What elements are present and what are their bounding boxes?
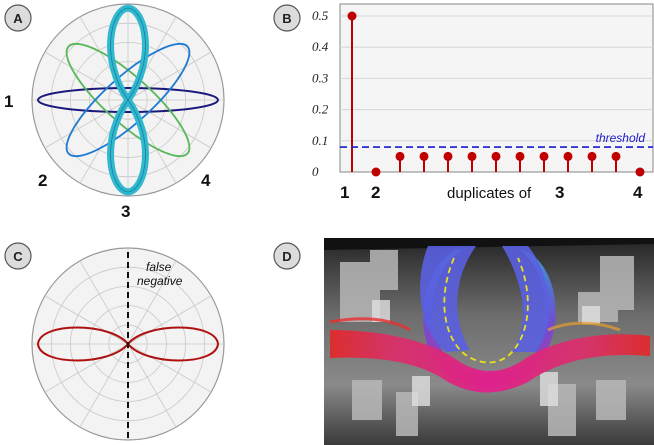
stem-marker bbox=[515, 151, 525, 161]
stem-plot-stems bbox=[347, 11, 645, 177]
stem-marker bbox=[491, 151, 501, 161]
polar-c-spoke bbox=[79, 260, 129, 345]
x-marker-2: 2 bbox=[371, 183, 380, 202]
stem-marker bbox=[635, 167, 645, 177]
polar-c-spoke bbox=[127, 343, 177, 428]
fiber-2-glyph bbox=[65, 42, 191, 158]
fiber-1-glyph bbox=[37, 87, 219, 113]
panel-d-badge: D bbox=[273, 242, 301, 270]
x-axis-label-ref: 3 bbox=[555, 183, 564, 202]
fiber-label-3: 3 bbox=[121, 202, 130, 221]
fiber-label-2: 2 bbox=[38, 171, 47, 190]
fiber-4-glyph bbox=[65, 42, 191, 158]
polar-c-spoke bbox=[127, 260, 177, 345]
polar-a-spoke bbox=[127, 99, 212, 149]
stem-marker bbox=[611, 151, 621, 161]
polar-c-spoke bbox=[79, 343, 129, 428]
stem-marker bbox=[539, 151, 549, 161]
stem-plot-y-ticks: 0 0.1 0.2 0.3 0.4 0.5 bbox=[312, 8, 329, 179]
polar-a-spoke bbox=[127, 51, 212, 101]
panel-b-badge: B bbox=[273, 4, 301, 32]
polar-a-spoke bbox=[44, 51, 129, 101]
panel-a: A 1 2 3 4 bbox=[4, 3, 225, 221]
panel-b-badge-label: B bbox=[282, 11, 291, 26]
x-marker-4: 4 bbox=[633, 183, 643, 202]
stem-marker bbox=[467, 151, 477, 161]
fiber-label-4: 4 bbox=[201, 171, 211, 190]
y-tick-label: 0 bbox=[312, 164, 319, 179]
y-tick-label: 0.1 bbox=[312, 133, 328, 148]
threshold-label: threshold bbox=[596, 131, 646, 145]
fiber-label-1: 1 bbox=[4, 92, 13, 111]
y-tick-label: 0.3 bbox=[312, 70, 329, 85]
fiber-glyphs-a bbox=[37, 4, 219, 196]
x-axis-label: duplicates of bbox=[447, 185, 532, 202]
stem-marker bbox=[587, 151, 597, 161]
stem-marker bbox=[443, 151, 453, 161]
stem-marker bbox=[347, 11, 357, 21]
panel-c: C false negative bbox=[4, 242, 225, 441]
polar-c-spoke bbox=[44, 343, 129, 393]
false-negative-label-line1: false bbox=[146, 260, 172, 274]
panel-b: B 0 0.1 0.2 0.3 0.4 0.5 threshold 1 2 duplica… bbox=[273, 3, 654, 202]
panel-c-badge: C bbox=[4, 242, 32, 270]
fiber-bundle-callosal bbox=[330, 330, 650, 393]
y-tick-label: 0.4 bbox=[312, 39, 329, 54]
false-negative-label-line2: negative bbox=[137, 274, 183, 288]
y-tick-label: 0.2 bbox=[312, 102, 329, 117]
panel-a-badge-label: A bbox=[13, 11, 23, 26]
x-marker-1: 1 bbox=[340, 183, 349, 202]
panel-d-badge-label: D bbox=[282, 249, 291, 264]
stem-plot-gridlines bbox=[340, 15, 653, 142]
panel-a-badge: A bbox=[4, 4, 32, 32]
stem-marker bbox=[395, 151, 405, 161]
panel-c-badge-label: C bbox=[13, 249, 23, 264]
polar-c-spoke bbox=[127, 343, 212, 393]
tractography-image bbox=[324, 238, 654, 445]
fiber-3-glyph-edge bbox=[110, 7, 146, 193]
polar-c-spoke bbox=[127, 295, 212, 345]
panel-d: D bbox=[273, 238, 654, 445]
polar-c-spoke bbox=[44, 295, 129, 345]
stem-marker bbox=[371, 167, 381, 177]
polar-a-spoke bbox=[44, 99, 129, 149]
y-tick-label: 0.5 bbox=[312, 8, 329, 23]
stem-marker bbox=[419, 151, 429, 161]
stem-marker bbox=[563, 151, 573, 161]
stem-plot-area bbox=[339, 3, 654, 173]
